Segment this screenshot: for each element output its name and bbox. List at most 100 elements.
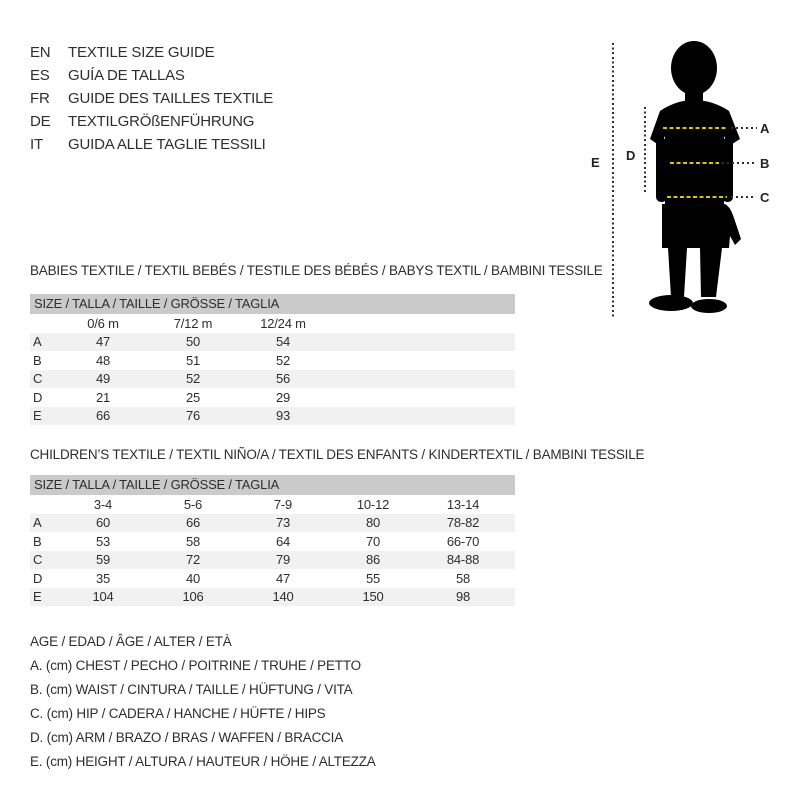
- table-row: E 104 106 140 150 98: [30, 587, 515, 606]
- babies-section-title: BABIES TEXTILE / TEXTIL BEBÉS / TESTILE …: [30, 263, 603, 278]
- column-header: 5-6: [183, 496, 203, 512]
- language-title: TEXTILGRÖßENFÜHRUNG: [68, 113, 255, 130]
- cell-value: 93: [275, 408, 291, 424]
- cell-value: 80: [365, 515, 381, 531]
- measure-label-c: C: [760, 190, 770, 205]
- language-code: FR: [30, 90, 50, 107]
- table-row: B 53 58 64 70 66-70: [30, 532, 515, 551]
- row-label: C: [33, 552, 43, 568]
- row-label: E: [33, 589, 42, 605]
- cell-value: 70: [365, 533, 381, 549]
- babies-size-table: SIZE / TALLA / TAILLE / GRÖSSE / TAGLIA …: [30, 294, 515, 425]
- language-code: ES: [30, 67, 50, 84]
- row-label: B: [33, 533, 42, 549]
- cell-value: 150: [362, 589, 384, 605]
- cell-value: 98: [455, 589, 471, 605]
- cell-value: 55: [365, 570, 381, 586]
- column-header: 3-4: [93, 496, 113, 512]
- babies-size-header-bar: SIZE / TALLA / TAILLE / GRÖSSE / TAGLIA: [30, 294, 515, 314]
- language-code: EN: [30, 44, 51, 61]
- cell-value: 66-70: [446, 533, 480, 549]
- children-size-table: SIZE / TALLA / TAILLE / GRÖSSE / TAGLIA …: [30, 475, 515, 606]
- table-row: B 48 51 52: [30, 351, 515, 370]
- hip-leader-dots-c: [731, 196, 756, 198]
- cell-value: 73: [275, 515, 291, 531]
- table-row: C 49 52 56: [30, 369, 515, 388]
- cell-value: 52: [185, 371, 201, 387]
- table-row: D 35 40 47 55 58: [30, 569, 515, 588]
- measurement-legend: AGE / EDAD / ÂGE / ALTER / ETÀ A. (cm) C…: [30, 630, 376, 774]
- cell-value: 58: [455, 570, 471, 586]
- arm-measure-line-d: [644, 107, 646, 194]
- language-title: GUÍA DE TALLAS: [68, 67, 185, 84]
- children-section-title: CHILDREN’S TEXTILE / TEXTIL NIÑO/A / TEX…: [30, 447, 645, 462]
- row-label: A: [33, 334, 42, 350]
- cell-value: 35: [95, 570, 111, 586]
- cell-value: 58: [185, 533, 201, 549]
- language-row-en: EN TEXTILE SIZE GUIDE: [30, 41, 273, 64]
- table-row: C 59 72 79 86 84-88: [30, 550, 515, 569]
- legend-line-hip: C. (cm) HIP / CADERA / HANCHE / HÜFTE / …: [30, 706, 326, 721]
- cell-value: 54: [275, 334, 291, 350]
- cell-value: 72: [185, 552, 201, 568]
- row-label: D: [33, 389, 43, 405]
- waist-leader-dots-b: [722, 162, 756, 164]
- row-label: B: [33, 352, 42, 368]
- row-label: A: [33, 515, 42, 531]
- cell-value: 106: [182, 589, 204, 605]
- cell-value: 49: [95, 371, 111, 387]
- measure-label-e: E: [591, 155, 600, 170]
- cell-value: 40: [185, 570, 201, 586]
- cell-value: 52: [275, 352, 291, 368]
- legend-line-height: E. (cm) HEIGHT / ALTURA / HAUTEUR / HÖHE…: [30, 754, 376, 769]
- language-title: TEXTILE SIZE GUIDE: [68, 44, 215, 61]
- cell-value: 84-88: [446, 552, 480, 568]
- column-header: 13-14: [446, 496, 480, 512]
- language-row-es: ES GUÍA DE TALLAS: [30, 64, 273, 87]
- children-column-header-row: 3-4 5-6 7-9 10-12 13-14: [30, 495, 515, 514]
- cell-value: 60: [95, 515, 111, 531]
- cell-value: 66: [185, 515, 201, 531]
- column-header: 7-9: [273, 496, 293, 512]
- cell-value: 51: [185, 352, 201, 368]
- chest-leader-dots-a: [731, 127, 757, 129]
- language-row-it: IT GUIDA ALLE TAGLIE TESSILI: [30, 133, 273, 156]
- waist-measure-dash-b: [670, 162, 719, 164]
- chest-measure-dash-a: [663, 127, 728, 129]
- legend-line-arm: D. (cm) ARM / BRAZO / BRAS / WAFFEN / BR…: [30, 730, 344, 745]
- height-measure-line-e: [612, 43, 614, 317]
- column-header: 7/12 m: [173, 315, 213, 331]
- column-header: 12/24 m: [260, 315, 306, 331]
- babies-column-header-row: 0/6 m 7/12 m 12/24 m: [30, 314, 515, 333]
- language-list: EN TEXTILE SIZE GUIDE ES GUÍA DE TALLAS …: [30, 41, 273, 156]
- language-row-fr: FR GUIDE DES TAILLES TEXTILE: [30, 87, 273, 110]
- language-title: GUIDE DES TAILLES TEXTILE: [68, 90, 274, 107]
- legend-line-waist: B. (cm) WAIST / CINTURA / TAILLE / HÜFTU…: [30, 682, 353, 697]
- cell-value: 48: [95, 352, 111, 368]
- table-row: E 66 76 93: [30, 406, 515, 425]
- cell-value: 56: [275, 371, 291, 387]
- measure-label-d: D: [626, 148, 636, 163]
- children-size-header-bar: SIZE / TALLA / TAILLE / GRÖSSE / TAGLIA: [30, 475, 515, 495]
- cell-value: 86: [365, 552, 381, 568]
- cell-value: 66: [95, 408, 111, 424]
- measure-label-b: B: [760, 156, 770, 171]
- language-row-de: DE TEXTILGRÖßENFÜHRUNG: [30, 110, 273, 133]
- cell-value: 104: [92, 589, 114, 605]
- table-row: A 60 66 73 80 78-82: [30, 513, 515, 532]
- row-label: D: [33, 570, 43, 586]
- cell-value: 79: [275, 552, 291, 568]
- cell-value: 25: [185, 389, 201, 405]
- cell-value: 64: [275, 533, 291, 549]
- column-header: 10-12: [356, 496, 390, 512]
- language-code: DE: [30, 113, 51, 130]
- table-row: A 47 50 54: [30, 332, 515, 351]
- language-code: IT: [30, 136, 43, 153]
- column-header: 0/6 m: [87, 315, 119, 331]
- cell-value: 59: [95, 552, 111, 568]
- legend-line-chest: A. (cm) CHEST / PECHO / POITRINE / TRUHE…: [30, 658, 361, 673]
- cell-value: 78-82: [446, 515, 480, 531]
- legend-line-age: AGE / EDAD / ÂGE / ALTER / ETÀ: [30, 634, 232, 649]
- row-label: E: [33, 408, 42, 424]
